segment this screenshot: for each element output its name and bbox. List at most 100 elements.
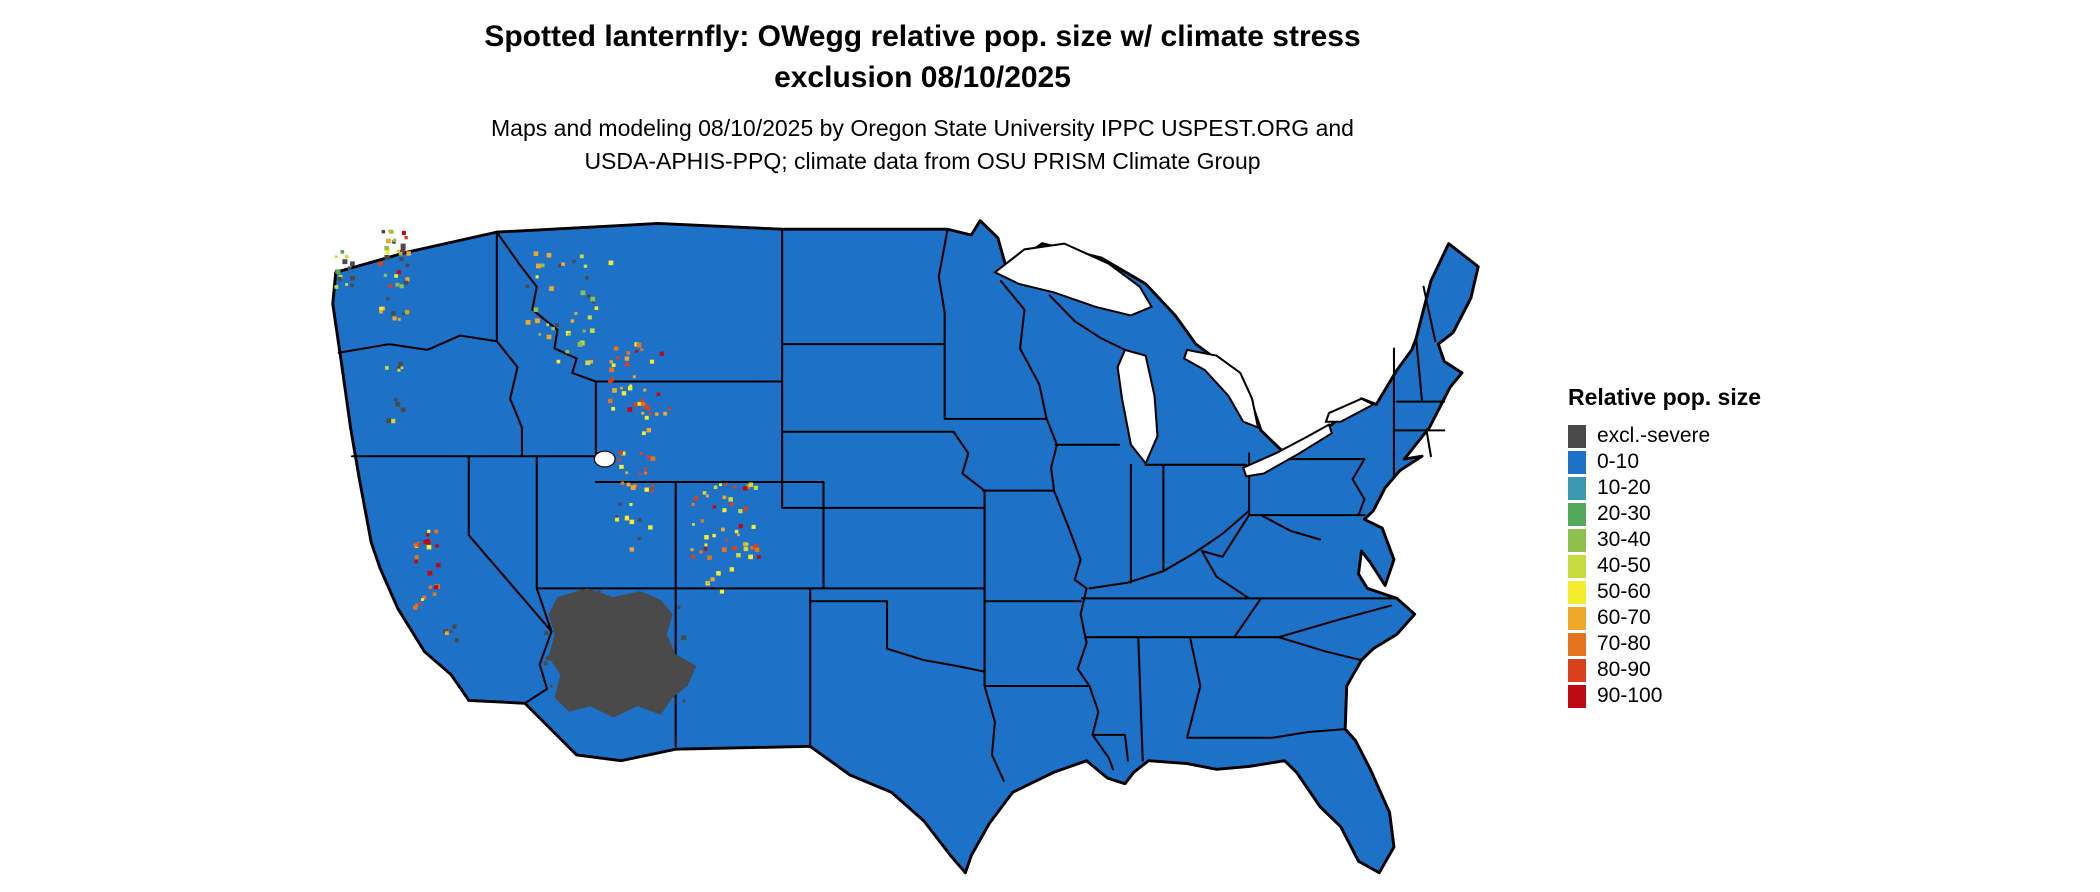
speckle-north-nm (716, 571, 721, 576)
speckle-sierra-nevada-ca (426, 533, 430, 537)
speckle-rockies-id-mt (579, 254, 584, 259)
speckle-wasatch-ut (619, 464, 624, 469)
speckle-sierra-nevada-ca (417, 602, 422, 606)
speckle-yellowstone-wy (611, 363, 616, 367)
speckle-az-gray-fringe (648, 621, 653, 625)
speckle-rockies-id-mt (582, 329, 586, 333)
speckle-yellowstone-wy (613, 346, 619, 351)
legend-label: 40-50 (1597, 554, 1651, 577)
speckle-az-gray-fringe (681, 635, 687, 641)
speckle-yellowstone-wy (624, 356, 630, 361)
speckle-central-ut (629, 519, 635, 525)
legend-label: 20-30 (1597, 502, 1651, 525)
speckle-yellowstone-wy (656, 392, 661, 397)
speckle-olympics-wa (342, 259, 348, 265)
speckle-cascades-wa (384, 254, 390, 260)
speckle-wasatch-ut (617, 458, 621, 462)
speckle-olympics-wa (340, 250, 345, 254)
speckle-rockies-id-mt (555, 323, 560, 327)
speckle-colorado-rockies (737, 533, 740, 537)
speckle-sierra-nevada-ca (428, 585, 433, 589)
speckle-olympics-wa (350, 275, 355, 281)
speckle-rockies-id-mt (549, 286, 554, 291)
subtitle-line2: USDA-APHIS-PPQ; climate data from OSU PR… (584, 148, 1261, 174)
speckle-rockies-id-mt (546, 252, 552, 258)
legend-item: 40-50 (1568, 553, 1761, 579)
speckle-colorado-rockies (704, 543, 708, 547)
speckle-rockies-id-mt (585, 360, 591, 366)
speckle-rockies-id-mt (572, 259, 576, 264)
exclusion-region-az-nm (548, 588, 697, 718)
speckle-rockies-id-mt (585, 276, 589, 280)
subtitle-block: Maps and modeling 08/10/2025 by Oregon S… (0, 112, 1845, 178)
legend-item: 80-90 (1568, 657, 1761, 683)
speckle-rockies-id-mt (535, 275, 539, 279)
speckle-az-gray-fringe (630, 636, 633, 640)
speckle-olympics-wa (347, 266, 352, 271)
us-map-svg (331, 219, 1480, 875)
speckle-cascades-wa (392, 238, 397, 242)
speckle-cascades-wa (397, 317, 401, 321)
speckle-yellowstone-wy (640, 402, 646, 407)
speckle-yellowstone-wy (621, 391, 627, 396)
speckle-rockies-id-mt (540, 263, 545, 268)
speckle-colorado-rockies (746, 484, 751, 489)
speckle-sierra-nevada-ca (426, 544, 432, 550)
speckle-sierra-nevada-ca (432, 592, 437, 596)
speckle-yellowstone-wy (609, 360, 613, 364)
speckle-yellowstone-wy (629, 384, 633, 388)
speckle-colorado-rockies (719, 483, 722, 487)
speckle-sierra-nevada-ca (422, 595, 427, 600)
speckle-sierra-nevada-ca (421, 598, 424, 601)
speckle-az-gray-fringe (549, 684, 553, 688)
lake-erie (1241, 423, 1334, 478)
speckle-wind-river-wy (645, 405, 651, 411)
speckle-sierra-nevada-ca (427, 570, 433, 576)
speckle-sierra-nevada-ca (434, 585, 439, 590)
speckle-olympics-wa (337, 276, 342, 281)
speckle-cascades-wa (399, 257, 404, 262)
speckle-north-nm (729, 567, 735, 572)
speckle-sierra-nevada-ca (425, 538, 430, 543)
speckle-wasatch-ut (626, 482, 631, 487)
speckle-cascades-or (390, 418, 396, 424)
speckle-colorado-rockies (703, 547, 708, 551)
speckle-cascades-wa (385, 238, 391, 244)
speckle-colorado-rockies (721, 547, 727, 553)
speckle-yellowstone-wy (611, 406, 616, 411)
speckle-rockies-id-mt (574, 311, 578, 315)
speckle-cascades-wa (405, 263, 410, 268)
speckle-sierra-nevada-ca (415, 542, 420, 547)
speckle-colorado-rockies (754, 547, 760, 553)
speckle-wasatch-ut (646, 455, 651, 459)
speckle-az-gray-fringe (635, 619, 640, 625)
speckle-rockies-id-mt (565, 349, 570, 354)
speckle-wind-river-wy (655, 412, 659, 416)
speckle-yellowstone-wy (607, 398, 613, 404)
speckle-cascades-wa (381, 229, 386, 234)
speckle-cascades-wa (384, 245, 389, 251)
speckle-sierra-nevada-ca (414, 555, 419, 560)
speckle-cascades-wa (405, 277, 410, 282)
speckle-yellowstone-wy (610, 377, 615, 382)
subtitle-line1: Maps and modeling 08/10/2025 by Oregon S… (491, 115, 1354, 141)
speckle-rockies-id-mt (583, 264, 588, 268)
speckle-colorado-rockies (721, 527, 725, 532)
speckle-colorado-rockies (712, 533, 716, 538)
speckle-cascades-wa (386, 297, 390, 301)
speckle-sierra-nevada-ca (423, 539, 428, 545)
speckle-rockies-id-mt (570, 319, 575, 323)
speckle-colorado-rockies (742, 486, 748, 491)
speckle-olympics-wa (335, 269, 341, 274)
speckle-colorado-rockies (748, 554, 753, 560)
speckle-rockies-id-mt (589, 359, 594, 364)
speckle-cascades-or (384, 366, 389, 370)
speckle-sierra-nevada-ca (435, 562, 441, 568)
speckle-colorado-rockies (729, 502, 734, 506)
speckle-rockies-id-mt (586, 294, 591, 298)
legend-label: excl.-severe (1597, 424, 1711, 447)
speckle-cascades-wa (388, 284, 393, 288)
legend-item: 90-100 (1568, 683, 1761, 709)
speckle-cascades-wa (388, 229, 391, 233)
speckle-cascades-wa (406, 251, 411, 256)
